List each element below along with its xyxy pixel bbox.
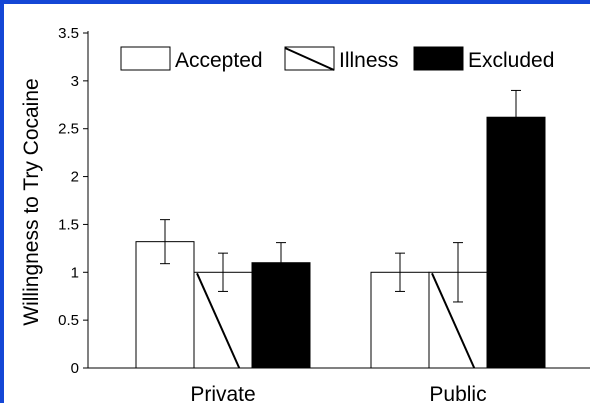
bar-diagonal-mark — [431, 272, 476, 369]
y-tick-label: 2.5 — [58, 121, 79, 138]
plot-area: 0 0.5 1 1.5 2 2.5 3 3.5 Private Public — [58, 25, 590, 406]
y-tick-label: 2 — [71, 169, 79, 186]
bar-excluded-public — [486, 116, 546, 369]
bar-diagonal-mark — [196, 272, 241, 369]
x-category-label: Private — [190, 383, 255, 406]
bar-chart: Willingness to Try Cocaine Accepted Illne… — [20, 25, 590, 406]
legend-diagonal-mark — [284, 47, 335, 71]
y-tick-label: 0.5 — [58, 312, 79, 329]
y-axis-title-group: Willingness to Try Cocaine — [20, 78, 43, 325]
y-tick-label: 0 — [71, 360, 79, 377]
legend: Accepted Illness Excluded — [120, 46, 554, 72]
x-category-label: Public — [429, 383, 486, 406]
legend-label-excluded: Excluded — [468, 49, 554, 72]
y-tick-label: 3.5 — [58, 25, 79, 42]
legend-label-illness: Illness — [339, 49, 399, 72]
legend-swatch-accepted — [120, 46, 171, 71]
y-axis-title: Willingness to Try Cocaine — [20, 78, 43, 325]
y-tick-label: 1.5 — [58, 216, 79, 233]
y-tick-label: 1 — [71, 264, 79, 281]
y-tick-label: 3 — [71, 73, 79, 90]
legend-label-accepted: Accepted — [175, 49, 263, 72]
legend-swatch-excluded — [413, 46, 464, 71]
